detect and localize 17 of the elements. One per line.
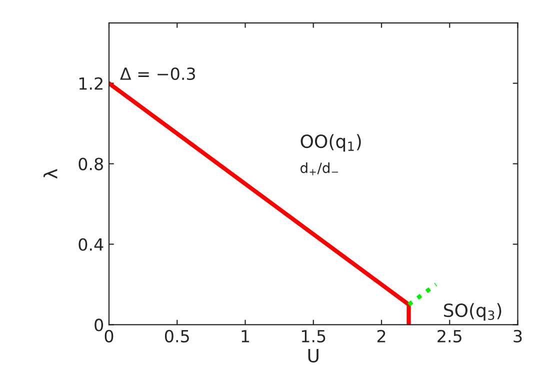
x-tick-label: 0	[104, 330, 114, 342]
annotation: SO(q$_{3}$)	[444, 303, 502, 321]
x-tick-label: 2.5	[438, 330, 462, 342]
annotation: d$_{+}$/d$_{−}$	[300, 162, 338, 176]
x-axis-title: U	[308, 349, 318, 362]
y-tick-label: 0.4	[78, 238, 104, 251]
annotation: OO(q$_{1}$)	[300, 134, 361, 152]
y-tick-label: 0.8	[78, 158, 103, 170]
x-tick-label: 0.5	[164, 330, 189, 342]
y-tick-label: 0	[94, 318, 104, 332]
x-tick-label: 1	[242, 330, 250, 342]
y-axis-title: λ	[43, 169, 58, 179]
x-tick-label: 2	[377, 330, 386, 342]
x-tick-label: 1.5	[302, 330, 326, 342]
y-tick-label: 1.2	[79, 77, 102, 90]
x-tick-label: 3	[514, 330, 522, 342]
annotation: Δ = −0.3	[120, 67, 195, 80]
